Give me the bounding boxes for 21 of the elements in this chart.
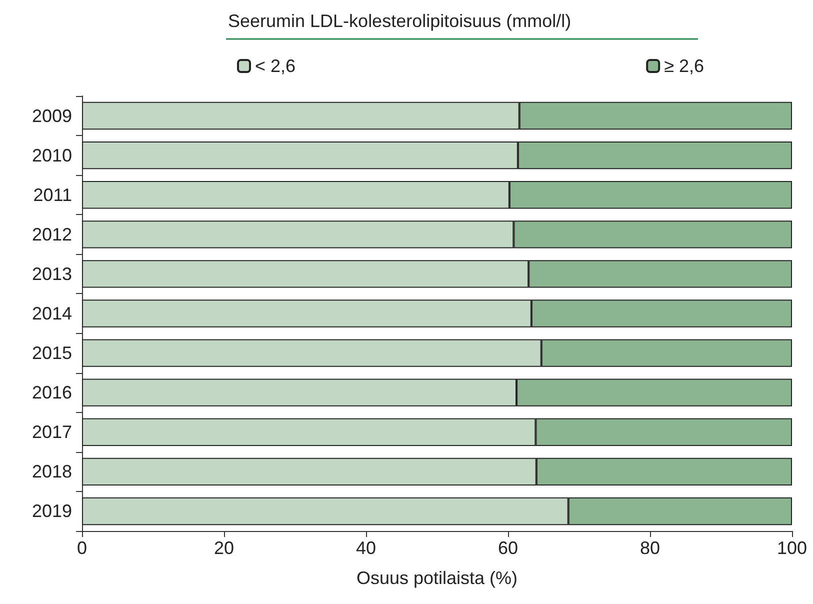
y-tick-label: 2016 <box>32 382 72 403</box>
y-tick-label: 2009 <box>32 106 72 126</box>
y-tick-label: 2012 <box>32 224 72 244</box>
y-tick-label: 2018 <box>32 462 72 482</box>
x-tick-label: 20 <box>214 538 234 558</box>
x-tick-label: 0 <box>76 538 88 558</box>
y-tick-label: 2011 <box>33 184 72 205</box>
x-tick-label: 100 <box>776 538 808 558</box>
y-tick-label: 2010 <box>32 145 72 166</box>
legend-label: ≥ 2,6 <box>664 56 704 76</box>
y-tick-label: 2014 <box>32 304 72 324</box>
y-tick-label: 2019 <box>32 501 72 522</box>
legend-title: Seerumin LDL-kolesterolipitoisuus (mmol/l) <box>228 11 572 31</box>
x-tick-label: 60 <box>498 538 518 558</box>
x-tick-label: 80 <box>640 538 660 558</box>
y-tick-label: 2015 <box>32 343 72 364</box>
y-tick-label: 2017 <box>32 422 72 442</box>
x-tick-label: 40 <box>356 538 376 558</box>
legend-label: < 2,6 <box>255 56 296 76</box>
x-axis-title: Osuus potilaista (%) <box>356 568 518 588</box>
y-tick-label: 2013 <box>32 264 72 284</box>
